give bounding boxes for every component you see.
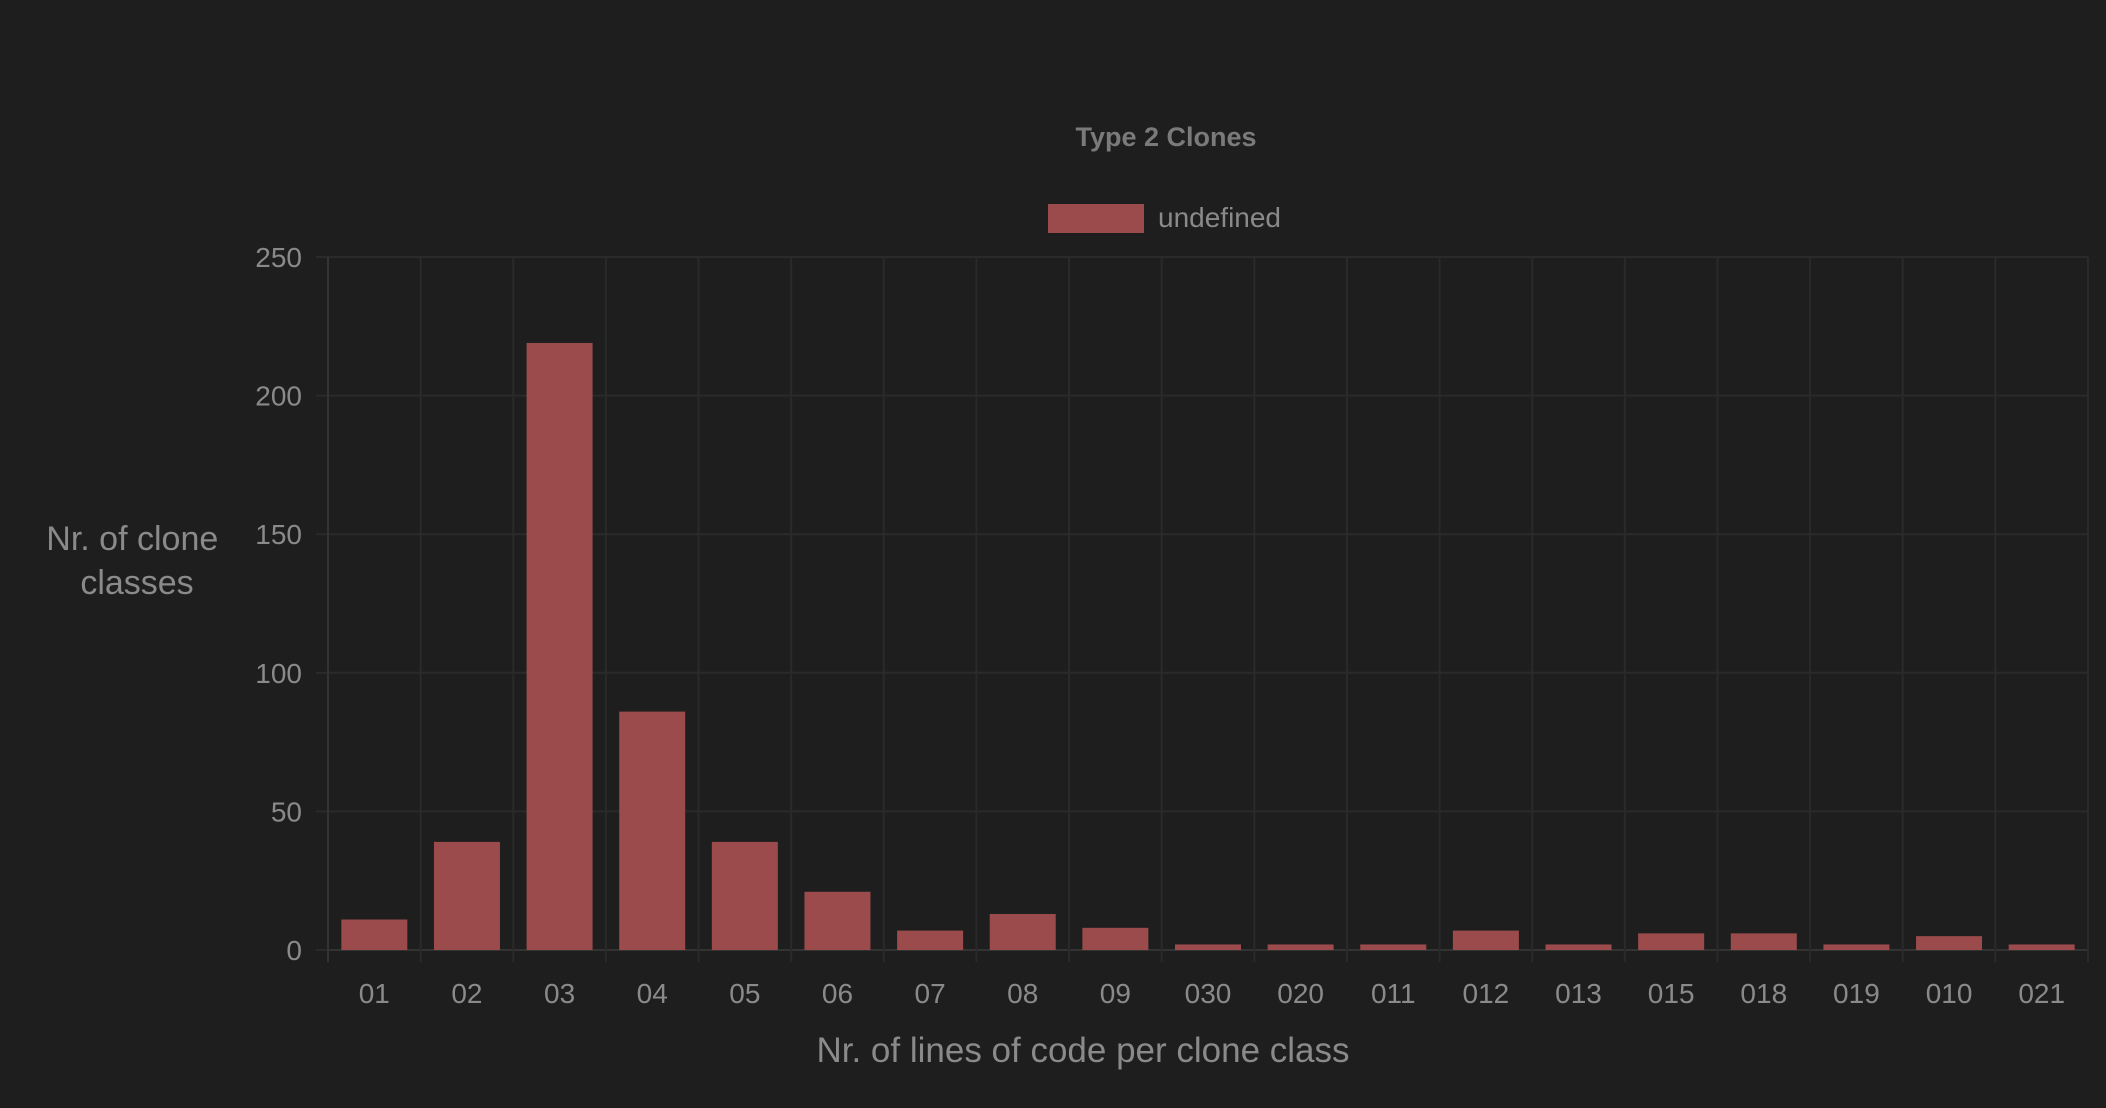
x-tick-label: 030 [1185,978,1232,1009]
bars [341,342,2075,950]
bar[interactable] [433,841,500,950]
x-tick-label: 020 [1277,978,1324,1009]
x-tick-label: 011 [1371,978,1416,1009]
bar[interactable] [341,919,408,950]
bar[interactable] [989,913,1056,950]
x-tick-label: 02 [451,978,482,1009]
y-axis-label-line-1: Nr. of clone [46,520,218,558]
y-tick-label: 50 [271,796,302,827]
x-tick-label: 08 [1007,978,1038,1009]
bar[interactable] [1175,944,1241,950]
x-tick-label: 05 [729,978,760,1009]
bar[interactable] [619,711,686,950]
bar[interactable] [1452,930,1519,950]
y-tick-label: 200 [255,381,302,412]
bar[interactable] [1082,927,1149,950]
x-tick-label: 09 [1100,978,1131,1009]
x-tick-label: 012 [1463,978,1510,1009]
bar[interactable] [711,841,778,950]
bar[interactable] [1360,944,1427,950]
legend-label[interactable]: undefined [1158,202,1281,233]
y-tick-label: 100 [255,658,302,689]
x-tick-label: 04 [637,978,668,1009]
x-tick-label: 07 [915,978,946,1009]
x-axis-label: Nr. of lines of code per clone class [816,1031,1349,1070]
bar[interactable] [1730,933,1797,950]
bar[interactable] [1823,944,1890,950]
bar[interactable] [1545,944,1612,950]
bar[interactable] [2008,944,2075,950]
bar[interactable] [897,930,964,950]
x-tick-label: 01 [359,978,390,1009]
x-tick-label: 06 [822,978,853,1009]
bar[interactable] [526,342,593,950]
x-tick-label: 03 [544,978,575,1009]
x-tick-label: 021 [2018,978,2065,1009]
y-tick-label: 150 [255,519,302,550]
bar[interactable] [1267,944,1334,950]
x-tick-label: 019 [1833,978,1880,1009]
y-axis-label-line-2: classes [80,564,193,602]
x-tick-label: 013 [1555,978,1602,1009]
bar[interactable] [1916,936,1983,950]
y-tick-label: 0 [286,935,302,966]
y-axis-ticks: 0 50 100 150 200 250 [255,242,302,966]
bar[interactable] [804,891,871,950]
y-axis-label: Nr. of clone classes [46,520,227,602]
bar[interactable] [1638,933,1705,950]
x-axis-ticks: 01 02 03 04 05 06 07 08 09 030 020 011 012 013 015 018 0… [359,978,2065,1009]
x-tick-label: 015 [1648,978,1695,1009]
legend[interactable]: undefined [1048,202,1281,233]
x-tick-label: 010 [1926,978,1973,1009]
x-tick-label: 018 [1740,978,1787,1009]
legend-swatch[interactable] [1048,204,1144,233]
chart-title: Type 2 Clones [1075,122,1256,152]
y-tick-label: 250 [255,242,302,273]
